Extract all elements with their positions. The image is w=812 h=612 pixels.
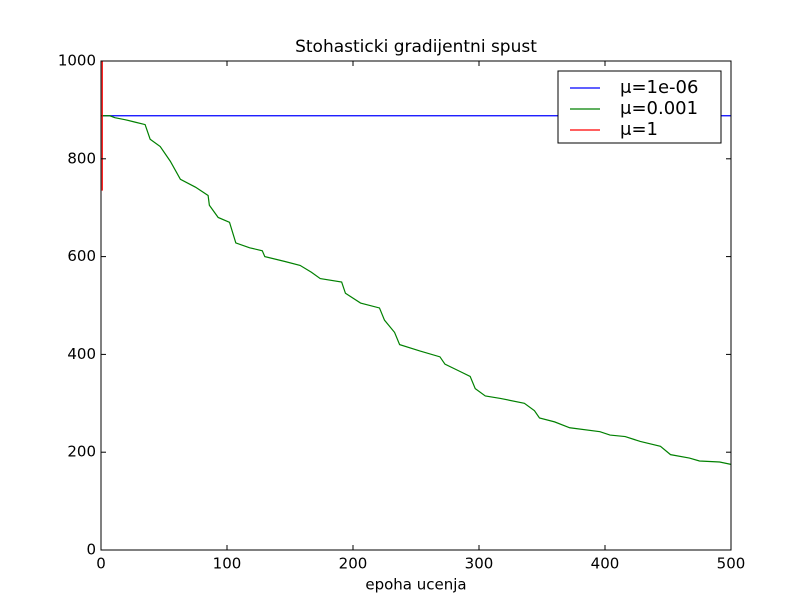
series-line xyxy=(101,115,731,466)
legend-box xyxy=(557,70,722,144)
legend-label: μ=1e-06 xyxy=(620,77,698,98)
x-tick-label: 300 xyxy=(465,555,494,573)
legend-label: μ=1 xyxy=(620,119,658,140)
y-tick-label: 1000 xyxy=(58,52,96,70)
x-tick-label: 400 xyxy=(591,555,620,573)
y-tick-label: 0 xyxy=(86,541,96,559)
x-axis-label: epoha ucenja xyxy=(365,576,466,594)
y-tick-label: 800 xyxy=(67,149,96,167)
x-tick-label: 100 xyxy=(213,555,242,573)
y-tick-label: 200 xyxy=(67,443,96,461)
x-tick-label: 200 xyxy=(339,555,368,573)
y-tick-label: 400 xyxy=(67,345,96,363)
y-tick-label: 600 xyxy=(67,247,96,265)
legend-label: μ=0.001 xyxy=(620,98,698,119)
x-tick-label: 0 xyxy=(96,555,106,573)
chart-title: Stohasticki gradijentni spust xyxy=(295,37,537,57)
axes-frame xyxy=(100,60,732,551)
x-tick-label: 500 xyxy=(717,555,746,573)
